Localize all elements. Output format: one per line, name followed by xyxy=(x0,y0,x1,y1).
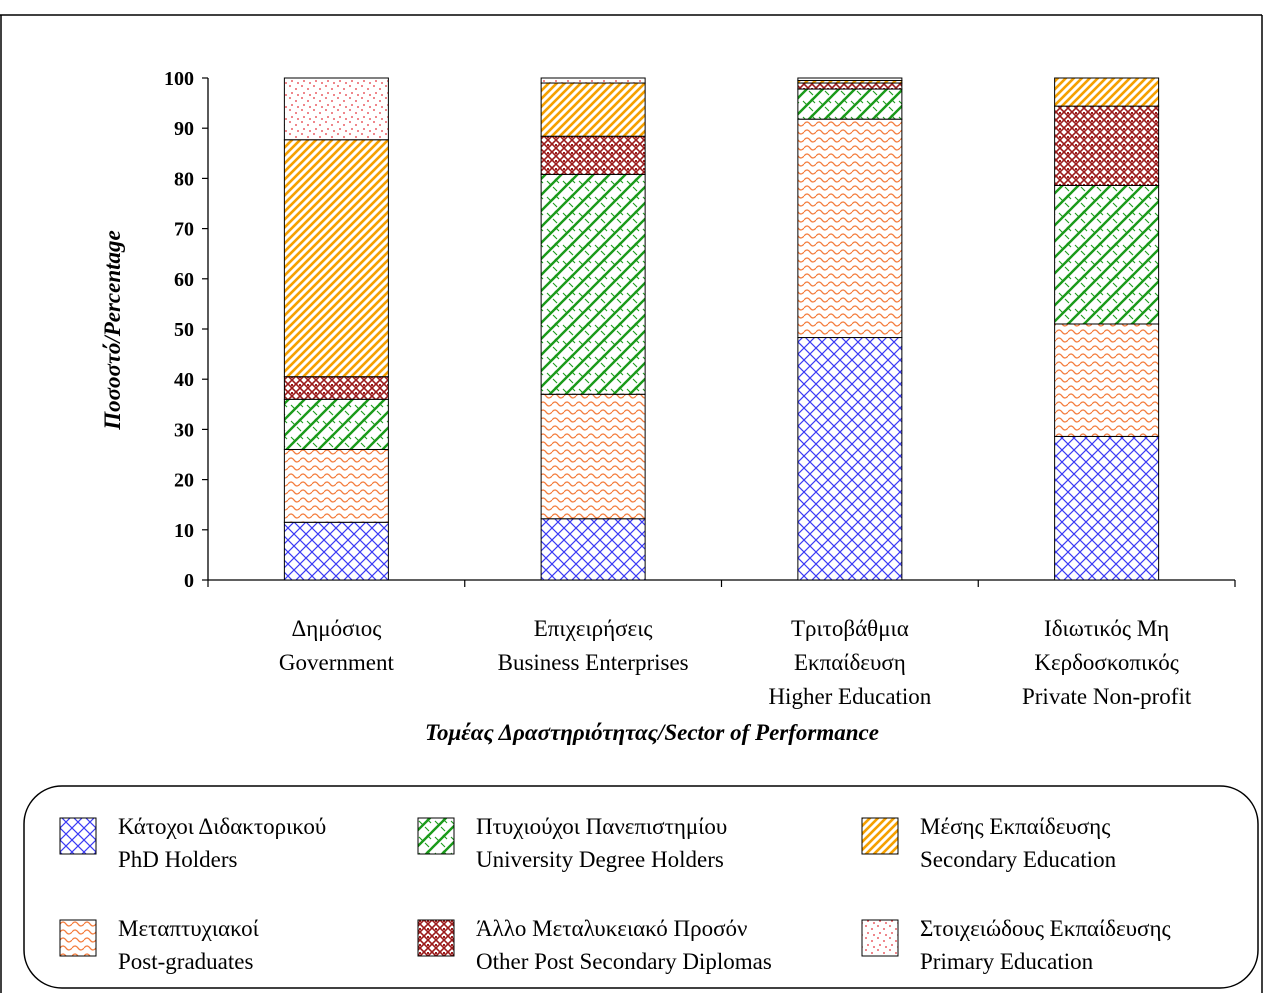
bar-segment xyxy=(797,82,903,90)
bar-segment xyxy=(540,518,646,581)
legend-label: Στοιχειώδους Εκπαίδευσης xyxy=(920,916,1171,941)
x-tick-label: Εκπαίδευση xyxy=(794,650,906,675)
x-tick-label: Δημόσιος xyxy=(291,616,381,641)
x-tick-label: Business Enterprises xyxy=(498,650,689,675)
y-tick-label: 20 xyxy=(174,470,194,492)
x-tick-label: Επιχειρήσεις xyxy=(534,616,653,641)
legend-label: University Degree Holders xyxy=(476,847,724,872)
y-tick-label: 30 xyxy=(174,419,194,441)
legend-label: Other Post Secondary Diplomas xyxy=(476,949,772,974)
legend-swatch xyxy=(861,817,899,855)
legend-label: Secondary Education xyxy=(920,847,1117,872)
y-tick-label: 70 xyxy=(174,219,194,241)
y-axis-title: Ποσοστό/Percentage xyxy=(100,230,125,430)
legend-swatch xyxy=(59,817,97,855)
x-tick-label: Ιδιωτικός Μη xyxy=(1044,616,1169,641)
legend: Κάτοχοι Διδακτορικού PhD Holders Πτυχιούχο… xyxy=(59,814,1171,974)
bar-segment xyxy=(797,337,903,581)
y-tick-label: 80 xyxy=(174,168,194,190)
legend-label: Primary Education xyxy=(920,949,1094,974)
bar-segment xyxy=(1054,184,1160,325)
bar-segment xyxy=(797,88,903,120)
bar-segment xyxy=(1054,323,1160,437)
legend-label: Μεταπτυχιακοί xyxy=(118,916,260,941)
legend-swatch xyxy=(417,919,455,957)
bar-segment xyxy=(540,173,646,395)
x-tick-label: Τριτοβάθμια xyxy=(791,616,909,641)
bar-segment xyxy=(1054,77,1160,107)
legend-label: Κάτοχοι Διδακτορικού xyxy=(118,814,326,839)
bar-segment xyxy=(540,77,646,84)
legend-box xyxy=(23,785,1259,989)
y-tick-label: 100 xyxy=(164,68,194,90)
bar-segment xyxy=(283,77,389,141)
bar-segment xyxy=(283,376,389,400)
x-tick-label: Κερδοσκοπικός xyxy=(1034,650,1179,675)
bar-segment xyxy=(283,139,389,378)
bar-segment xyxy=(283,521,389,581)
legend-swatch xyxy=(417,817,455,855)
legend-label: Μέσης Εκπαίδευσης xyxy=(920,814,1110,839)
bar-segment xyxy=(283,398,389,450)
bar-segment xyxy=(540,135,646,175)
x-tick-label: Government xyxy=(279,650,395,675)
bar-segment xyxy=(1054,435,1160,581)
bar-segment xyxy=(540,393,646,520)
plot-area: 0 10 20 30 40 50 60 70 80 90 100 xyxy=(164,68,1236,592)
y-tick-label: 50 xyxy=(174,319,194,341)
x-tick-label: Private Non-profit xyxy=(1022,684,1192,709)
x-axis-categories: Δημόσιος Government Επιχειρήσεις Business E… xyxy=(279,616,1192,709)
legend-label: Άλλο Μεταλυκειακό Προσόν xyxy=(476,916,747,941)
y-tick-label: 0 xyxy=(184,570,194,592)
bar-segment xyxy=(797,77,903,82)
y-tick-label: 90 xyxy=(174,118,194,140)
x-axis-title: Τομέας Δραστηριότητας/Sector of Performa… xyxy=(425,720,879,745)
legend-label: Post-graduates xyxy=(118,949,253,974)
legend-swatch xyxy=(861,919,899,957)
bar-segment xyxy=(540,82,646,137)
bar-segment xyxy=(283,448,389,523)
legend-label: PhD Holders xyxy=(118,847,238,872)
y-tick-label: 10 xyxy=(174,520,194,542)
bar-segment xyxy=(1054,105,1160,186)
legend-label: Πτυχιούχοι Πανεπιστημίου xyxy=(476,814,727,839)
legend-swatch xyxy=(59,919,97,957)
y-tick-label: 60 xyxy=(174,269,194,291)
bar-segment xyxy=(797,118,903,339)
x-tick-label: Higher Education xyxy=(768,684,931,709)
y-tick-label: 40 xyxy=(174,369,194,391)
